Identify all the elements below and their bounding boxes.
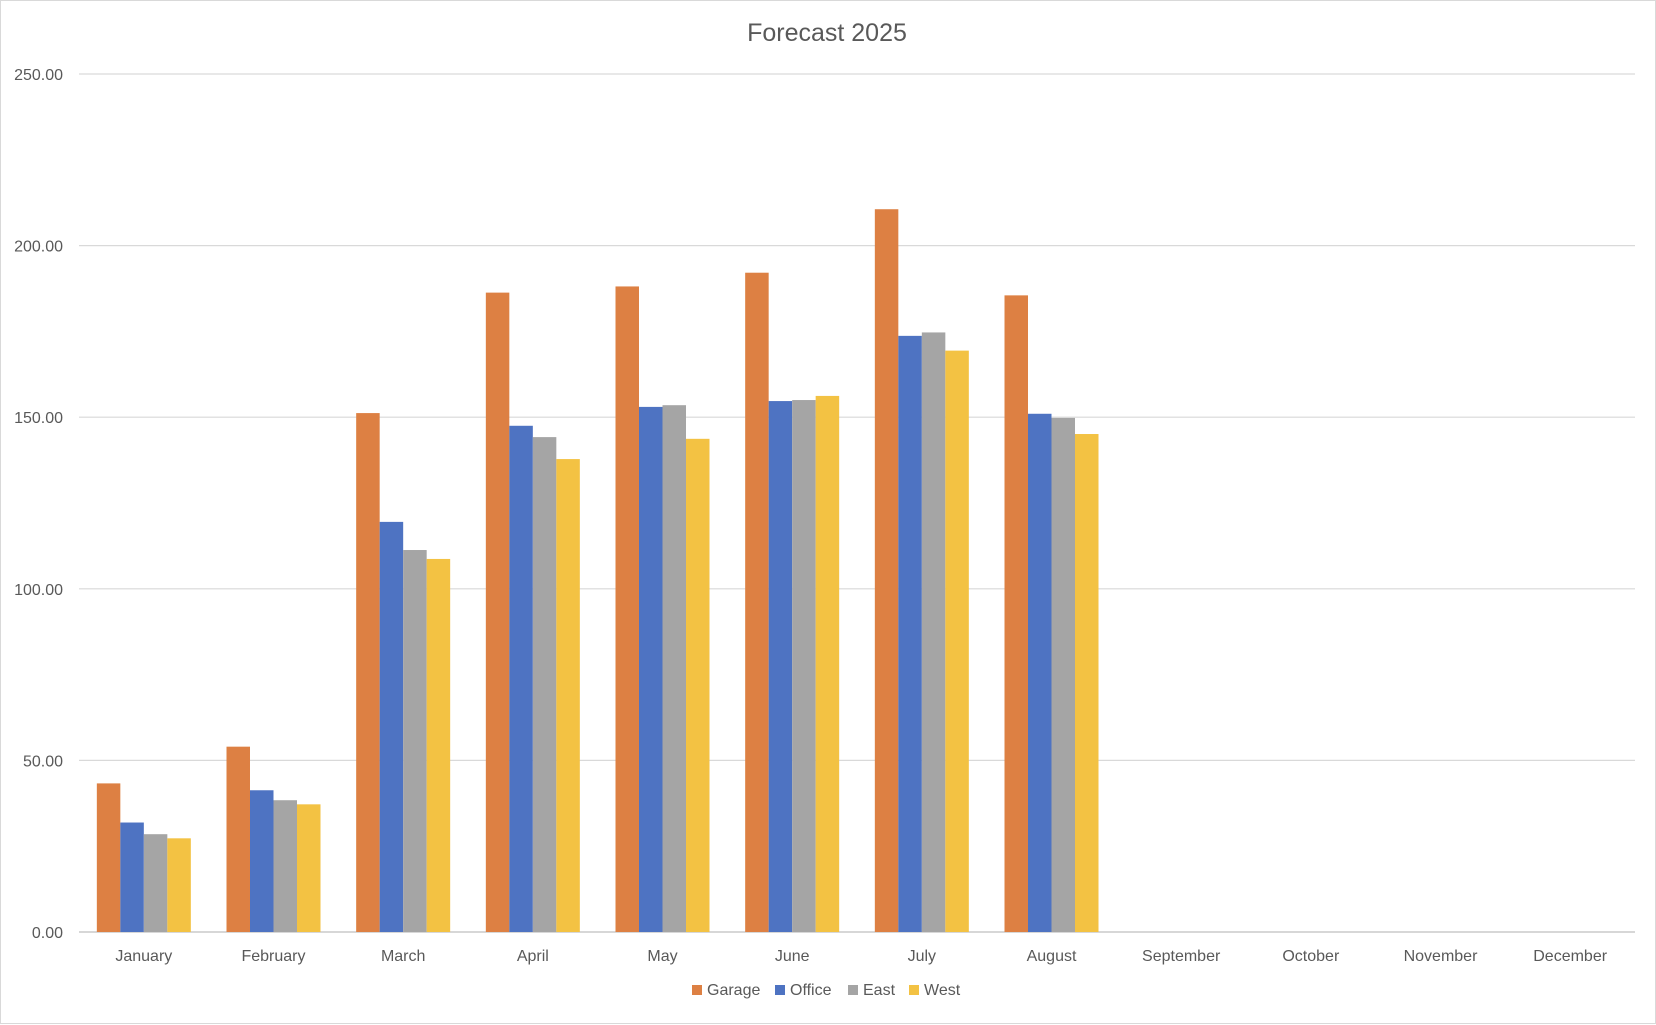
x-tick-label: December	[1533, 948, 1607, 965]
bar-west-july	[945, 350, 969, 932]
bar-office-march	[379, 521, 404, 932]
bar-west-may	[686, 438, 710, 932]
x-tick-label: November	[1404, 948, 1478, 965]
y-tick-label: 0.00	[32, 925, 63, 942]
bar-east-july	[921, 332, 946, 932]
legend-item-office: Office	[775, 982, 832, 999]
legend-item-east: East	[848, 982, 896, 999]
y-tick-label: 200.00	[14, 239, 63, 256]
bar-garage-july	[874, 209, 899, 933]
bar-office-july	[898, 335, 922, 932]
bar-office-may	[639, 406, 663, 932]
bar-east-may	[662, 405, 686, 932]
legend-swatch	[692, 985, 702, 995]
legend-item-garage: Garage	[692, 982, 760, 999]
x-tick-label: May	[647, 948, 677, 965]
bar-garage-february	[226, 746, 250, 932]
bar-east-february	[273, 800, 297, 932]
chart-title: Forecast 2025	[747, 19, 907, 47]
bar-office-february	[250, 790, 274, 932]
bar-garage-april	[485, 292, 510, 932]
bar-west-august	[1075, 434, 1099, 932]
y-tick-label: 150.00	[14, 410, 63, 427]
bar-east-march	[403, 550, 427, 932]
legend-label: West	[924, 982, 961, 999]
bar-west-march	[426, 558, 451, 932]
bar-garage-june	[745, 272, 769, 933]
x-tick-label: October	[1282, 948, 1340, 965]
x-tick-label: February	[241, 948, 305, 965]
bar-east-june	[792, 400, 816, 932]
legend-item-west: West	[909, 982, 961, 999]
y-tick-label: 100.00	[14, 582, 63, 599]
bar-east-august	[1051, 417, 1075, 932]
bar-east-january	[143, 834, 168, 932]
bars-layer	[96, 209, 1099, 933]
bar-west-january	[167, 838, 191, 932]
bar-garage-march	[356, 413, 380, 933]
bar-garage-may	[615, 286, 639, 932]
bar-east-april	[532, 437, 557, 932]
legend-swatch	[909, 985, 919, 995]
y-tick-label: 250.00	[14, 67, 63, 84]
x-tick-label: March	[381, 948, 425, 965]
legend-label: East	[863, 982, 896, 999]
legend: Garage Office East West	[692, 982, 961, 999]
bar-west-june	[815, 395, 840, 932]
x-tick-label: January	[115, 948, 172, 965]
bar-garage-january	[96, 783, 121, 932]
x-tick-label: September	[1142, 948, 1221, 965]
x-axis-labels: January February March April May June July Augu…	[115, 948, 1607, 965]
bar-office-april	[509, 425, 533, 932]
bar-office-january	[120, 822, 144, 932]
bar-garage-august	[1004, 295, 1028, 932]
grid-layer: 0.00 50.00 100.00 150.00 200.00 250.00	[14, 67, 1635, 942]
x-tick-label: August	[1027, 948, 1077, 965]
legend-label: Office	[790, 982, 832, 999]
x-tick-label: June	[775, 948, 810, 965]
legend-label: Garage	[707, 982, 760, 999]
bar-west-april	[556, 459, 580, 932]
bar-office-june	[768, 401, 793, 932]
bar-office-august	[1028, 413, 1052, 932]
bar-west-february	[297, 804, 321, 932]
legend-swatch	[848, 985, 858, 995]
y-tick-label: 50.00	[23, 753, 63, 770]
x-tick-label: April	[517, 948, 549, 965]
legend-swatch	[775, 985, 785, 995]
x-tick-label: July	[908, 948, 936, 965]
